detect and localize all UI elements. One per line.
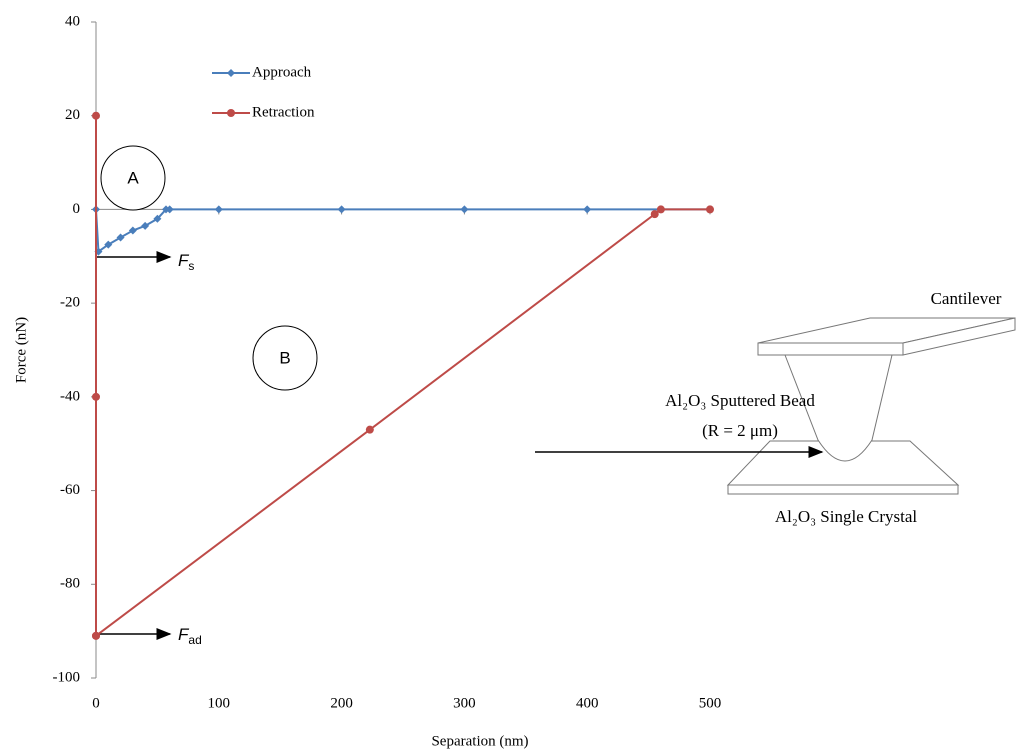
- y-tick-label: 0: [73, 201, 81, 217]
- legend-marker: [227, 69, 235, 77]
- point: [657, 205, 665, 213]
- y-tick-label: -80: [60, 576, 80, 592]
- point: [92, 112, 100, 120]
- point: [92, 632, 100, 640]
- x-tick-label: 200: [330, 695, 353, 711]
- y-tick-label: 40: [65, 13, 80, 29]
- series-line: [96, 116, 710, 252]
- diagram-label: Cantilever: [931, 289, 1002, 308]
- annotation: A: [127, 168, 139, 187]
- point: [141, 222, 149, 230]
- point: [338, 205, 346, 213]
- y-tick-label: -40: [60, 388, 80, 404]
- point: [706, 205, 714, 213]
- y-tick-label: -100: [53, 669, 81, 685]
- x-tick-label: 500: [699, 695, 722, 711]
- diagram-label: Al₂O₃ Single Crystal: [775, 507, 917, 526]
- point: [366, 426, 374, 434]
- point: [129, 227, 137, 235]
- x-tick-label: 400: [576, 695, 599, 711]
- annotation: Fs: [178, 251, 194, 273]
- annotation: Fad: [178, 625, 202, 647]
- series-line: [96, 116, 710, 636]
- y-tick-label: -20: [60, 295, 80, 311]
- cantilever-front: [758, 343, 903, 355]
- legend-label: Approach: [252, 64, 312, 80]
- annotation: B: [279, 348, 290, 367]
- annotation-sub: s: [188, 259, 194, 273]
- point: [92, 393, 100, 401]
- x-tick-label: 300: [453, 695, 476, 711]
- page: {"chart_data": {"type": "scatter", "x_la…: [0, 0, 1021, 755]
- point: [460, 205, 468, 213]
- point: [583, 205, 591, 213]
- y-tick-label: 20: [65, 107, 80, 123]
- chart: Separation (nm) Force (nN) -100 -80 -60 -40…: [0, 0, 1021, 755]
- x-axis-title: Separation (nm): [431, 733, 528, 749]
- y-axis-title: Force (nN): [13, 317, 29, 383]
- point: [215, 205, 223, 213]
- x-tick-label: 100: [208, 695, 231, 711]
- legend-label: Retraction: [252, 104, 315, 120]
- legend-marker: [227, 109, 235, 117]
- y-tick-label: -60: [60, 482, 80, 498]
- diagram-label: Al₂O₃ Sputtered Bead: [665, 391, 815, 410]
- annotation-sub: ad: [188, 633, 201, 647]
- point: [117, 234, 125, 242]
- crystal-front: [728, 485, 958, 494]
- diagram-label: (R = 2 μm): [702, 421, 778, 440]
- x-tick-label: 0: [92, 695, 100, 711]
